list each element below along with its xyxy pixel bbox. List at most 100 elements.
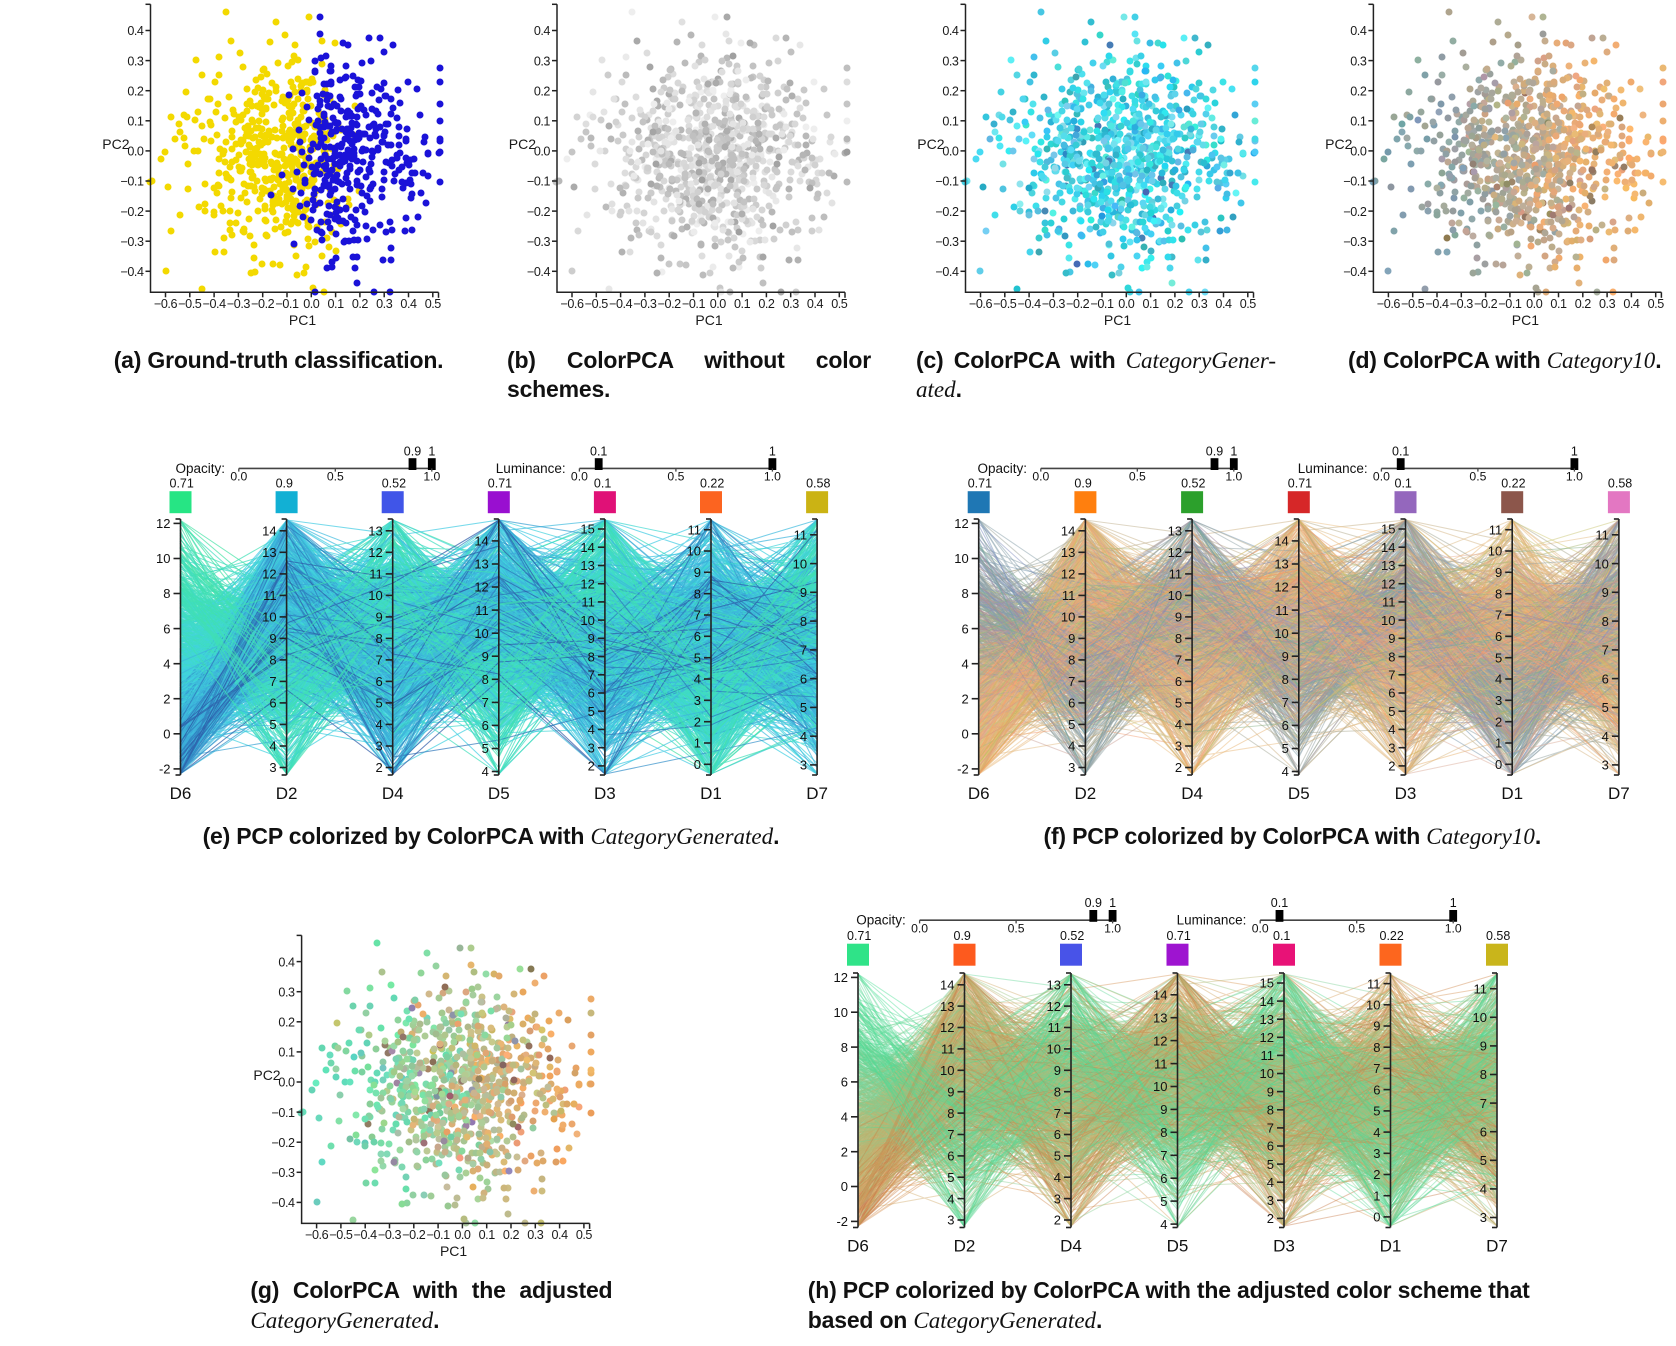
svg-text:0.0: 0.0 — [911, 921, 928, 935]
svg-text:1.0: 1.0 — [1225, 470, 1242, 484]
svg-text:0.5: 0.5 — [667, 470, 684, 484]
svg-text:11: 11 — [941, 1042, 955, 1057]
svg-text:PC2: PC2 — [1325, 136, 1352, 152]
svg-text:1: 1 — [694, 736, 701, 751]
svg-text:12: 12 — [1274, 580, 1288, 595]
svg-text:−0.1: −0.1 — [1343, 175, 1367, 189]
svg-text:14: 14 — [940, 978, 954, 993]
svg-text:7: 7 — [1282, 695, 1289, 710]
svg-text:14: 14 — [1274, 534, 1288, 549]
svg-text:12: 12 — [262, 567, 276, 582]
svg-text:7: 7 — [1480, 1096, 1487, 1111]
svg-text:3: 3 — [1054, 1191, 1061, 1206]
svg-text:0.2: 0.2 — [1350, 84, 1367, 98]
svg-text:5: 5 — [1373, 1104, 1380, 1119]
svg-text:1: 1 — [1495, 736, 1502, 751]
svg-text:8: 8 — [961, 586, 968, 601]
svg-text:0.1: 0.1 — [734, 297, 751, 311]
svg-text:14: 14 — [1061, 524, 1075, 539]
svg-text:9: 9 — [694, 565, 701, 580]
svg-text:9: 9 — [482, 649, 489, 664]
svg-text:13: 13 — [1260, 1012, 1274, 1027]
svg-text:7: 7 — [482, 695, 489, 710]
svg-text:0.9: 0.9 — [1085, 896, 1102, 910]
svg-text:−0.4: −0.4 — [1018, 297, 1042, 311]
svg-text:11: 11 — [1275, 603, 1289, 618]
svg-text:0: 0 — [1495, 757, 1502, 772]
svg-text:0: 0 — [841, 1179, 848, 1194]
svg-text:−0.1: −0.1 — [272, 1106, 296, 1120]
svg-text:PC1: PC1 — [1512, 312, 1539, 328]
svg-text:0.1: 0.1 — [1143, 297, 1160, 311]
svg-text:−0.1: −0.1 — [120, 175, 144, 189]
svg-text:12: 12 — [1381, 576, 1395, 591]
svg-text:Luminance:: Luminance: — [1177, 913, 1247, 928]
svg-text:7: 7 — [947, 1127, 954, 1142]
svg-text:8: 8 — [269, 653, 276, 668]
svg-text:9: 9 — [1282, 649, 1289, 664]
svg-text:5: 5 — [1068, 717, 1075, 732]
svg-text:4: 4 — [163, 656, 170, 671]
svg-text:12: 12 — [940, 1020, 954, 1035]
svg-text:−0.5: −0.5 — [329, 1228, 353, 1242]
svg-text:0.5: 0.5 — [1469, 470, 1486, 484]
svg-text:0.58: 0.58 — [1608, 477, 1632, 491]
svg-text:4: 4 — [1267, 1175, 1274, 1190]
svg-text:PC2: PC2 — [917, 136, 944, 152]
svg-text:9: 9 — [375, 610, 382, 625]
svg-text:Opacity:: Opacity: — [175, 461, 225, 476]
svg-text:3: 3 — [1480, 1210, 1487, 1225]
svg-text:10: 10 — [1488, 544, 1502, 559]
svg-text:14: 14 — [474, 534, 488, 549]
svg-text:PC2: PC2 — [102, 136, 129, 152]
svg-text:14: 14 — [1381, 540, 1395, 555]
svg-text:9: 9 — [1602, 585, 1609, 600]
svg-text:0.0: 0.0 — [230, 470, 247, 484]
svg-text:8: 8 — [1068, 653, 1075, 668]
svg-text:0.1: 0.1 — [1350, 115, 1367, 129]
svg-text:−0.4: −0.4 — [203, 297, 227, 311]
svg-text:13: 13 — [368, 524, 382, 539]
svg-text:3: 3 — [269, 760, 276, 775]
svg-text:0.1: 0.1 — [328, 297, 345, 311]
svg-text:15: 15 — [580, 522, 594, 537]
svg-text:0.0: 0.0 — [1118, 297, 1135, 311]
svg-text:0.3: 0.3 — [376, 297, 393, 311]
svg-text:6: 6 — [1388, 686, 1395, 701]
svg-text:8: 8 — [482, 672, 489, 687]
svg-text:0.3: 0.3 — [1191, 297, 1208, 311]
svg-text:4: 4 — [841, 1110, 848, 1125]
svg-text:−0.1: −0.1 — [427, 1228, 451, 1242]
svg-text:−0.6: −0.6 — [305, 1228, 329, 1242]
svg-text:−0.2: −0.2 — [1474, 297, 1498, 311]
svg-text:D2: D2 — [276, 784, 298, 803]
svg-text:PC1: PC1 — [440, 1243, 467, 1259]
svg-text:−0.6: −0.6 — [969, 297, 993, 311]
svg-text:−0.2: −0.2 — [935, 205, 959, 219]
svg-text:0.2: 0.2 — [503, 1228, 520, 1242]
svg-text:10: 10 — [1473, 1010, 1487, 1025]
svg-text:D5: D5 — [1288, 784, 1310, 803]
svg-text:2: 2 — [1373, 1167, 1380, 1182]
svg-text:0.52: 0.52 — [1181, 477, 1205, 491]
svg-text:10: 10 — [1366, 998, 1380, 1013]
svg-text:−0.5: −0.5 — [585, 297, 609, 311]
svg-text:0.0: 0.0 — [942, 145, 959, 159]
svg-text:7: 7 — [1373, 1061, 1380, 1076]
svg-text:1.0: 1.0 — [1104, 921, 1121, 935]
svg-text:−0.3: −0.3 — [1042, 297, 1066, 311]
svg-text:0.52: 0.52 — [382, 477, 406, 491]
svg-text:0.1: 0.1 — [127, 115, 144, 129]
svg-text:6: 6 — [269, 696, 276, 711]
svg-text:6: 6 — [1175, 674, 1182, 689]
svg-text:0.5: 0.5 — [1129, 470, 1146, 484]
svg-text:2: 2 — [961, 691, 968, 706]
svg-text:10: 10 — [474, 626, 488, 641]
svg-text:14: 14 — [580, 540, 594, 555]
svg-text:5: 5 — [1388, 704, 1395, 719]
svg-text:8: 8 — [1282, 672, 1289, 687]
svg-text:10: 10 — [580, 613, 594, 628]
svg-text:0.0: 0.0 — [1032, 470, 1049, 484]
svg-text:D2: D2 — [954, 1237, 976, 1256]
svg-text:8: 8 — [947, 1106, 954, 1121]
